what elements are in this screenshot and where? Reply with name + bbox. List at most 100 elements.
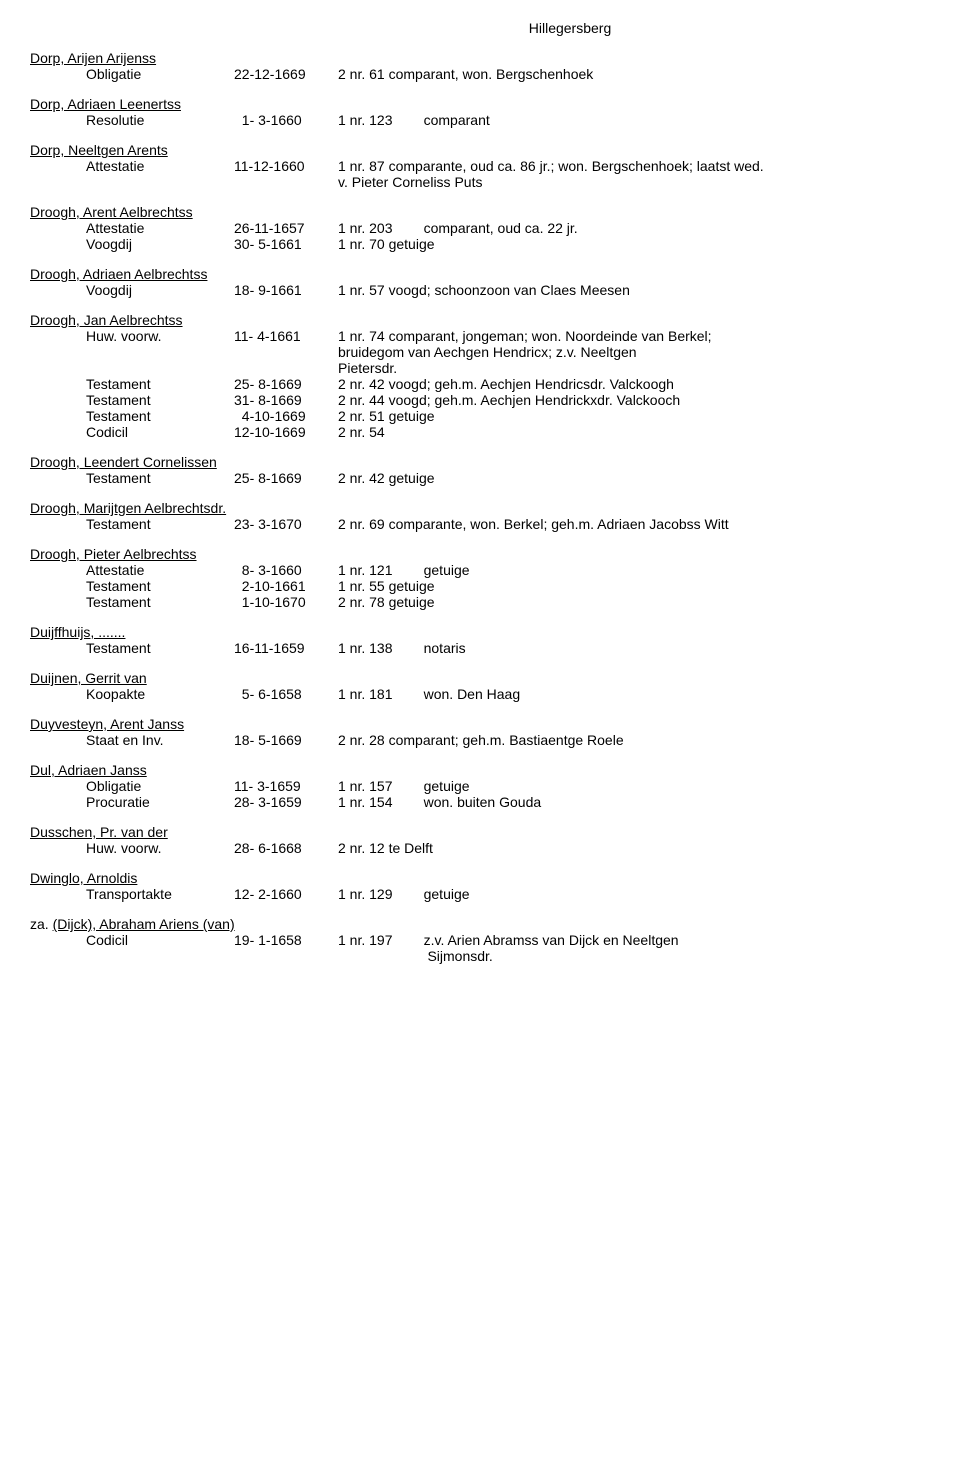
record-description: 1 nr. 157 getuige xyxy=(338,778,930,794)
entry-line: Huw. voorw.11- 4-16611 nr. 74 comparant,… xyxy=(30,328,930,344)
record-description: 1 nr. 70 getuige xyxy=(338,236,930,252)
entry-name: Droogh, Leendert Cornelissen xyxy=(30,454,930,470)
record-date: 12- 2-1660 xyxy=(234,886,338,902)
entry-name: Droogh, Arent Aelbrechtss xyxy=(30,204,930,220)
entry-name: Dorp, Neeltgen Arents xyxy=(30,142,930,158)
record-type: Voogdij xyxy=(86,282,234,298)
record-type: Attestatie xyxy=(86,562,234,578)
record-date: 18- 5-1669 xyxy=(234,732,338,748)
record-date: 28- 3-1659 xyxy=(234,794,338,810)
record-type: Testament xyxy=(86,594,234,610)
entry-name: za. (Dijck), Abraham Ariens (van) xyxy=(30,916,930,932)
entry-line: Codicil19- 1-16581 nr. 197 z.v. Arien Ab… xyxy=(30,932,930,948)
entry: Duijffhuijs, .......Testament16-11-16591… xyxy=(30,624,930,656)
record-type: Testament xyxy=(86,578,234,594)
record-type: Codicil xyxy=(86,932,234,948)
record-date: 25- 8-1669 xyxy=(234,376,338,392)
entry: Dusschen, Pr. van derHuw. voorw.28- 6-16… xyxy=(30,824,930,856)
entry: Droogh, Pieter AelbrechtssAttestatie 8- … xyxy=(30,546,930,610)
record-date: 30- 5-1661 xyxy=(234,236,338,252)
record-type: Procuratie xyxy=(86,794,234,810)
entry-name: Duijffhuijs, ....... xyxy=(30,624,930,640)
entry: Droogh, Adriaen AelbrechtssVoogdij18- 9-… xyxy=(30,266,930,298)
record-type: Huw. voorw. xyxy=(86,840,234,856)
entry-line: Voogdij18- 9-16611 nr. 57 voogd; schoonz… xyxy=(30,282,930,298)
record-description: 2 nr. 42 getuige xyxy=(338,470,930,486)
entry-line: Testament 1-10-16702 nr. 78 getuige xyxy=(30,594,930,610)
record-description: 2 nr. 69 comparante, won. Berkel; geh.m.… xyxy=(338,516,930,532)
entry-line-continuation: v. Pieter Corneliss Puts xyxy=(30,174,930,190)
record-date: 1-10-1670 xyxy=(234,594,338,610)
record-date: 11-12-1660 xyxy=(234,158,338,174)
entry-line: Testament25- 8-16692 nr. 42 getuige xyxy=(30,470,930,486)
record-description: 2 nr. 12 te Delft xyxy=(338,840,930,856)
entry: Duyvesteyn, Arent JanssStaat en Inv.18- … xyxy=(30,716,930,748)
record-type: Staat en Inv. xyxy=(86,732,234,748)
record-date: 22-12-1669 xyxy=(234,66,338,82)
entry-name: Dul, Adriaen Janss xyxy=(30,762,930,778)
record-date: 16-11-1659 xyxy=(234,640,338,656)
record-type: Obligatie xyxy=(86,778,234,794)
page-header: Hillegersberg xyxy=(210,20,930,36)
record-date: 28- 6-1668 xyxy=(234,840,338,856)
record-description: 1 nr. 57 voogd; schoonzoon van Claes Mee… xyxy=(338,282,930,298)
entry-name: Droogh, Adriaen Aelbrechtss xyxy=(30,266,930,282)
record-description: 1 nr. 181 won. Den Haag xyxy=(338,686,930,702)
entry-line: Huw. voorw.28- 6-16682 nr. 12 te Delft xyxy=(30,840,930,856)
entry: Dorp, Arijen ArijenssObligatie22-12-1669… xyxy=(30,50,930,82)
entries-list: Dorp, Arijen ArijenssObligatie22-12-1669… xyxy=(30,50,930,964)
entry-name: Duyvesteyn, Arent Janss xyxy=(30,716,930,732)
entry-name: Droogh, Jan Aelbrechtss xyxy=(30,312,930,328)
entry-name: Duijnen, Gerrit van xyxy=(30,670,930,686)
record-description: 2 nr. 51 getuige xyxy=(338,408,930,424)
entry: Dwinglo, ArnoldisTransportakte12- 2-1660… xyxy=(30,870,930,902)
record-type: Koopakte xyxy=(86,686,234,702)
record-description: 2 nr. 61 comparant, won. Bergschenhoek xyxy=(338,66,930,82)
record-description: 1 nr. 123 comparant xyxy=(338,112,930,128)
record-date: 8- 3-1660 xyxy=(234,562,338,578)
record-type: Obligatie xyxy=(86,66,234,82)
entry-name: Droogh, Pieter Aelbrechtss xyxy=(30,546,930,562)
record-type: Testament xyxy=(86,392,234,408)
record-date: 19- 1-1658 xyxy=(234,932,338,948)
record-type: Testament xyxy=(86,516,234,532)
record-date: 1- 3-1660 xyxy=(234,112,338,128)
record-date: 11- 3-1659 xyxy=(234,778,338,794)
entry-line: Staat en Inv.18- 5-16692 nr. 28 comparan… xyxy=(30,732,930,748)
entry-name: Dorp, Arijen Arijenss xyxy=(30,50,930,66)
record-description: 1 nr. 138 notaris xyxy=(338,640,930,656)
record-date: 11- 4-1661 xyxy=(234,328,338,344)
entry-line: Codicil12-10-16692 nr. 54 xyxy=(30,424,930,440)
entry: Duijnen, Gerrit vanKoopakte 5- 6-16581 n… xyxy=(30,670,930,702)
entry: Dorp, Adriaen LeenertssResolutie 1- 3-16… xyxy=(30,96,930,128)
entry-line: Resolutie 1- 3-16601 nr. 123 comparant xyxy=(30,112,930,128)
entry-line: Attestatie26-11-16571 nr. 203 comparant,… xyxy=(30,220,930,236)
record-type: Huw. voorw. xyxy=(86,328,234,344)
record-description: 1 nr. 121 getuige xyxy=(338,562,930,578)
entry: Dorp, Neeltgen ArentsAttestatie11-12-166… xyxy=(30,142,930,190)
record-type: Testament xyxy=(86,408,234,424)
record-description: 1 nr. 154 won. buiten Gouda xyxy=(338,794,930,810)
entry-line: Obligatie11- 3-16591 nr. 157 getuige xyxy=(30,778,930,794)
record-date: 31- 8-1669 xyxy=(234,392,338,408)
record-description: 1 nr. 55 getuige xyxy=(338,578,930,594)
entry-line: Procuratie28- 3-16591 nr. 154 won. buite… xyxy=(30,794,930,810)
record-type: Attestatie xyxy=(86,158,234,174)
record-description: 2 nr. 78 getuige xyxy=(338,594,930,610)
record-description: 2 nr. 28 comparant; geh.m. Bastiaentge R… xyxy=(338,732,930,748)
entry: Droogh, Marijtgen Aelbrechtsdr.Testament… xyxy=(30,500,930,532)
entry-line: Transportakte12- 2-16601 nr. 129 getuige xyxy=(30,886,930,902)
entry: za. (Dijck), Abraham Ariens (van)Codicil… xyxy=(30,916,930,964)
entry-line-continuation: Pietersdr. xyxy=(30,360,930,376)
entry-line: Testament31- 8-16692 nr. 44 voogd; geh.m… xyxy=(30,392,930,408)
record-date: 2-10-1661 xyxy=(234,578,338,594)
entry: Dul, Adriaen JanssObligatie11- 3-16591 n… xyxy=(30,762,930,810)
record-type: Testament xyxy=(86,640,234,656)
record-type: Testament xyxy=(86,376,234,392)
record-type: Codicil xyxy=(86,424,234,440)
record-type: Transportakte xyxy=(86,886,234,902)
entry: Droogh, Arent AelbrechtssAttestatie26-11… xyxy=(30,204,930,252)
record-date: 5- 6-1658 xyxy=(234,686,338,702)
entry-line: Voogdij30- 5-16611 nr. 70 getuige xyxy=(30,236,930,252)
record-type: Voogdij xyxy=(86,236,234,252)
